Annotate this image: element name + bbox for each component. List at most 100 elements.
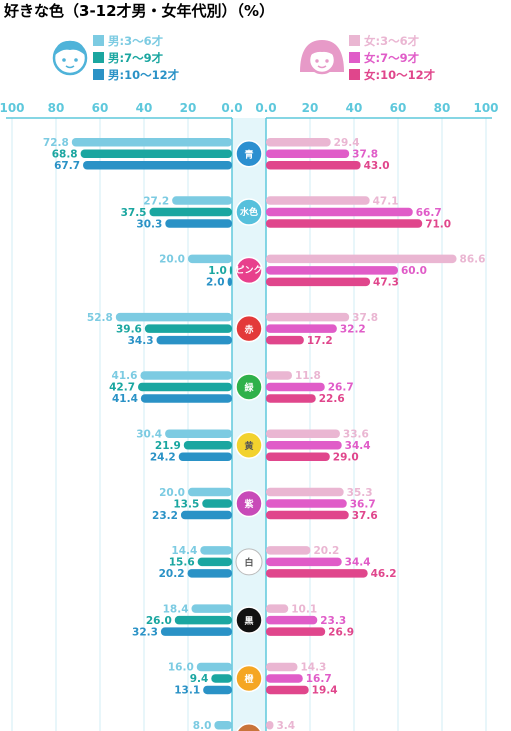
category-marker-2: 水色 [235,198,263,226]
bars: 72.868.867.729.437.843.027.237.530.347.1… [43,137,486,731]
value-label-male-2: 15.6 [169,557,195,569]
bar-female-3 [266,394,316,403]
category-marker-7: 紫 [235,489,263,518]
bar-male-3 [140,394,232,403]
category-label: 青 [244,148,253,160]
bar-male-1 [196,662,232,672]
bar-male-1 [200,546,232,555]
category-dot [235,314,263,343]
legend-label-female-3: 女:10～12才 [364,68,436,82]
value-label-male-3: 30.3 [136,218,162,230]
value-label-female-1: 3.4 [276,720,295,731]
value-label-female-2: 66.7 [416,207,442,219]
bar-male-3 [160,627,232,636]
value-label-male-1: 8.0 [193,720,212,731]
category-marker-9: 黒 [235,606,263,634]
value-label-female-1: 11.8 [295,370,321,382]
value-label-male-3: 24.2 [150,452,176,464]
bar-female-1 [266,487,344,497]
bar-male-3 [227,277,232,287]
boy-hair [54,40,86,56]
legend-swatch-female-3 [349,69,360,80]
value-label-female-2: 34.4 [345,557,371,569]
bar-female-1 [266,312,350,322]
legend-swatch-male-1 [93,35,104,46]
value-label-female-3: 22.6 [319,393,345,405]
bar-male-1 [214,721,232,730]
value-label-male-2: 39.6 [116,323,142,335]
bar-group-11: 8.05.24.03.411.15.4 [193,720,295,731]
category-dot [235,256,263,285]
bar-male-2 [183,441,232,450]
bar-male-2 [229,266,232,275]
bar-female-3 [266,569,368,578]
bar-male-1 [172,196,232,205]
value-label-male-2: 13.5 [173,498,199,510]
value-label-male-3: 20.2 [159,568,185,580]
value-label-male-2: 21.9 [155,440,181,452]
category-marker-10: 橙 [235,664,263,693]
category-marker-4: 赤 [235,314,263,343]
bar-male-1 [188,487,232,497]
bar-female-2 [266,207,413,217]
tick-right-40: 40 [346,101,363,115]
value-label-female-3: 17.2 [307,335,333,347]
bar-female-1 [266,196,370,205]
bar-female-2 [266,149,350,158]
category-marker-8: 白 [235,548,263,576]
girl-icon [300,40,344,75]
value-label-female-2: 16.7 [306,673,332,685]
tick-right-100: 100 [473,101,498,115]
value-label-male-1: 18.4 [163,603,189,615]
category-dot [235,606,263,634]
category-marker-3: ピンク [235,256,263,285]
tick-right-60: 60 [390,101,407,115]
value-label-female-3: 19.4 [312,685,338,697]
value-label-female-2: 26.7 [328,382,354,394]
value-label-male-2: 26.0 [146,615,172,627]
tick-right-0.0: 0.0 [255,101,276,115]
legend-swatch-female-1 [349,35,360,46]
bar-female-3 [266,510,349,520]
value-label-male-1: 20.0 [159,254,185,266]
tick-right-80: 80 [434,101,451,115]
girl-eye [315,59,319,63]
bar-female-2 [266,674,303,683]
legend-label-female-2: 女:7～9才 [364,51,420,65]
bar-female-2 [266,499,347,508]
girl-eye [325,59,329,63]
tick-left-60: 60 [92,101,109,115]
value-label-female-1: 14.3 [300,662,326,674]
bar-male-2 [80,149,232,158]
tick-left-0.0: 0.0 [221,101,242,115]
value-label-male-3: 13.1 [174,685,200,697]
value-label-male-3: 67.7 [54,160,80,172]
category-dot [235,373,263,401]
value-label-male-3: 34.3 [128,335,154,347]
category-dot [235,198,263,226]
legend-swatch-male-3 [93,69,104,80]
tick-left-100: 100 [0,101,25,115]
category-label: ピンク [235,264,262,276]
value-label-male-1: 41.6 [112,370,138,382]
value-label-female-1: 10.1 [291,603,317,615]
bar-male-3 [83,161,232,170]
bar-group-10: 16.09.413.1 14.316.719.4 [168,662,338,697]
value-label-female-1: 86.6 [460,254,486,266]
bar-group-1: 72.868.867.7 29.437.843.0 [43,137,390,172]
legend-label-male-3: 男:10～12才 [108,68,180,82]
bar-male-3 [156,335,232,345]
bar-male-2 [144,324,232,333]
bar-group-6: 30.421.924.2 33.634.429.0 [136,429,370,464]
boy-icon [52,40,88,76]
bar-male-1 [188,254,232,264]
value-label-female-2: 37.8 [352,149,378,161]
boy-eye [74,58,78,62]
category-markers: 青水色ピンク赤緑黄紫白黒橙茶 [235,140,263,731]
value-label-male-2: 68.8 [52,149,78,161]
bar-female-2 [266,615,318,625]
bar-female-1 [266,254,457,264]
category-dot [235,548,263,576]
value-label-male-3: 32.3 [132,626,158,638]
category-dot [236,723,262,731]
